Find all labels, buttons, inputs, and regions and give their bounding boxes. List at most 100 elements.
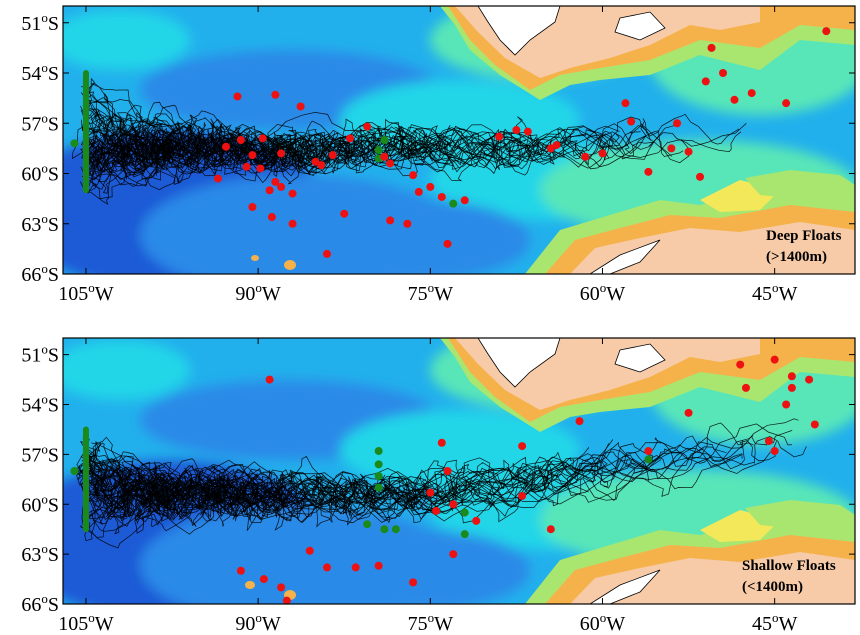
float-end-marker xyxy=(621,99,630,108)
float-end-marker xyxy=(627,117,636,126)
float-trajectory xyxy=(83,450,289,511)
float-end-marker xyxy=(805,375,814,384)
float-end-marker xyxy=(449,500,458,509)
float-end-marker xyxy=(426,488,435,497)
float-trajectory xyxy=(84,451,589,520)
float-start-marker xyxy=(374,471,383,480)
float-end-marker xyxy=(747,89,756,98)
float-trajectory xyxy=(82,125,692,187)
float-end-marker xyxy=(340,209,349,218)
float-end-marker xyxy=(443,467,452,475)
float-trajectory xyxy=(81,77,353,170)
float-end-marker xyxy=(460,196,469,205)
float-end-marker xyxy=(667,144,676,153)
float-end-marker xyxy=(277,149,286,158)
float-end-marker xyxy=(581,152,590,161)
shallow-panel-label-line1: Shallow Floats xyxy=(742,558,836,574)
float-end-marker xyxy=(696,172,705,181)
float-end-marker xyxy=(271,90,280,99)
float-end-marker xyxy=(449,550,458,559)
float-end-marker xyxy=(296,102,305,111)
float-trajectory xyxy=(85,463,568,524)
float-end-marker xyxy=(267,213,276,222)
float-start-marker xyxy=(374,460,383,469)
float-end-marker xyxy=(233,92,242,101)
float-end-marker xyxy=(323,563,331,572)
float-end-marker xyxy=(414,187,423,196)
float-end-marker xyxy=(437,438,446,447)
x-tick-label: 45oW xyxy=(752,610,798,635)
float-trajectory xyxy=(87,447,742,520)
float-end-marker xyxy=(546,525,555,534)
float-trajectory xyxy=(88,441,727,523)
float-end-marker xyxy=(575,417,584,426)
float-trajectory xyxy=(90,436,807,521)
float-trajectory xyxy=(88,436,356,509)
float-end-marker xyxy=(822,27,831,36)
float-end-marker xyxy=(265,186,274,195)
float-end-marker xyxy=(259,575,268,584)
float-start-marker xyxy=(460,530,469,539)
y-tick-label: 60oS xyxy=(21,491,59,516)
float-end-marker xyxy=(328,151,337,160)
float-end-marker xyxy=(730,95,739,104)
float-end-marker xyxy=(386,216,395,225)
float-trajectory xyxy=(84,423,793,501)
float-end-marker xyxy=(288,219,297,228)
y-tick-label: 57oS xyxy=(21,441,59,466)
float-end-marker xyxy=(598,149,607,158)
float-end-marker xyxy=(437,192,446,201)
float-end-marker xyxy=(271,177,280,186)
float-trajectory xyxy=(86,135,182,176)
float-end-marker xyxy=(523,127,532,136)
y-tick-label: 54oS xyxy=(21,392,59,417)
y-tick-label: 63oS xyxy=(21,211,59,236)
float-end-marker xyxy=(386,159,395,168)
float-end-marker xyxy=(644,167,653,176)
float-end-marker xyxy=(282,596,291,605)
deep-float-markers xyxy=(70,27,831,258)
x-tick-label: 75oW xyxy=(408,610,454,635)
float-end-marker xyxy=(323,249,331,258)
bathymetry-background xyxy=(63,338,855,604)
float-end-marker xyxy=(236,136,245,144)
float-end-marker xyxy=(305,546,314,555)
float-trajectory xyxy=(76,467,257,506)
float-end-marker xyxy=(518,491,527,500)
float-trajectory xyxy=(86,452,271,517)
shallow-panel-frame xyxy=(62,337,856,605)
float-end-marker xyxy=(719,69,727,77)
float-start-marker xyxy=(374,447,383,456)
float-start-marker xyxy=(380,136,389,144)
y-tick-label: 51oS xyxy=(21,342,59,367)
float-end-marker xyxy=(277,583,286,592)
float-end-marker xyxy=(782,400,791,409)
float-start-marker xyxy=(70,467,79,475)
float-end-marker xyxy=(684,147,693,156)
float-end-marker xyxy=(236,566,245,575)
float-end-marker xyxy=(432,506,441,515)
float-end-marker xyxy=(644,447,653,456)
shallow-panel-label-line2: (<1400m) xyxy=(742,579,803,595)
x-tick-label: 45oW xyxy=(752,280,798,305)
float-end-marker xyxy=(213,174,222,183)
float-end-marker xyxy=(810,420,819,429)
float-end-marker xyxy=(684,408,693,417)
float-trajectory xyxy=(83,448,704,535)
deep-panel-label-line1: Deep Floats xyxy=(766,228,842,244)
float-end-marker xyxy=(707,43,716,52)
shallow-float-markers xyxy=(70,355,819,605)
shallow-float-trajectories xyxy=(74,418,807,549)
float-start-marker xyxy=(374,483,383,492)
x-tick-label: 60oW xyxy=(580,280,626,305)
float-trajectory xyxy=(87,468,231,527)
float-trajectory xyxy=(76,464,180,521)
float-end-marker xyxy=(495,132,504,141)
float-end-marker xyxy=(374,561,383,570)
float-trajectory xyxy=(87,459,234,520)
float-end-marker xyxy=(409,171,418,180)
float-trajectory xyxy=(80,105,356,174)
float-end-marker xyxy=(736,360,745,369)
y-tick-label: 66oS xyxy=(21,261,59,286)
float-end-marker xyxy=(265,375,274,384)
